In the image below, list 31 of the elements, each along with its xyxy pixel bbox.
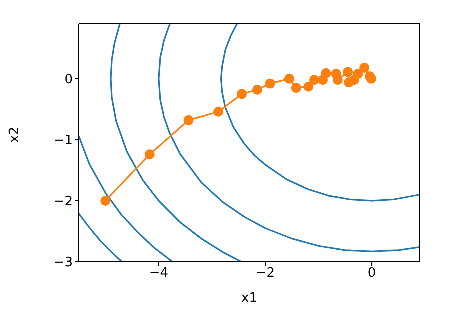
point <box>265 78 276 89</box>
y-tick-label: −2 <box>54 194 73 210</box>
x-tick-label: 0 <box>368 266 376 282</box>
y-axis-title: x2 <box>8 127 23 143</box>
point <box>252 84 262 95</box>
x-axis-title: x1 <box>242 291 258 306</box>
line-series <box>110 24 242 262</box>
point <box>332 75 343 86</box>
point <box>343 67 354 78</box>
line-series <box>158 24 420 252</box>
point <box>284 74 294 84</box>
point <box>310 75 320 86</box>
x-tick-label: −4 <box>149 266 169 282</box>
point <box>184 115 194 126</box>
point <box>360 62 370 73</box>
y-tick-label: 0 <box>64 72 73 88</box>
point <box>353 69 364 80</box>
line-series <box>79 212 123 262</box>
y-tick-label: −3 <box>54 256 73 271</box>
point <box>237 89 248 100</box>
x-tick-label: −2 <box>256 266 276 282</box>
y-tick-label: −1 <box>54 134 73 149</box>
point <box>214 106 224 117</box>
point <box>366 74 377 84</box>
line-series <box>220 24 420 202</box>
point <box>144 150 155 160</box>
point <box>304 82 314 92</box>
point <box>100 196 111 206</box>
line-series <box>79 135 174 262</box>
point <box>291 83 302 94</box>
point <box>321 68 332 78</box>
